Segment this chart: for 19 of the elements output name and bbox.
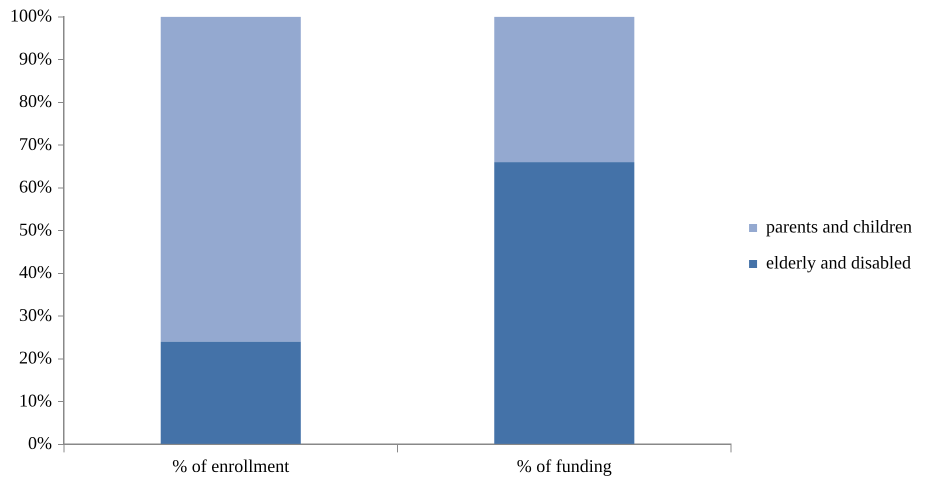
bar	[494, 16, 634, 162]
y-tick-label: 50%	[18, 219, 52, 240]
legend-label: parents and children	[766, 216, 912, 237]
bar	[160, 16, 301, 342]
y-tick-label: 70%	[18, 134, 52, 154]
y-tick-label: 40%	[18, 262, 52, 282]
y-tick-label: 20%	[18, 348, 52, 368]
y-tick-label: 30%	[18, 304, 52, 325]
y-tick-label: 60%	[18, 176, 52, 197]
bar	[494, 162, 634, 444]
legend-label: elderly and disabled	[766, 252, 912, 273]
y-tick-label: 90%	[18, 48, 52, 68]
x-tick-label: % of funding	[516, 456, 612, 476]
x-tick-label: % of enrollment	[172, 456, 290, 476]
y-tick-label: 0%	[28, 433, 52, 454]
y-tick-label: 100%	[10, 6, 52, 26]
y-tick-label: 10%	[18, 390, 52, 410]
bar	[160, 342, 301, 444]
y-tick-label: 80%	[18, 91, 52, 112]
